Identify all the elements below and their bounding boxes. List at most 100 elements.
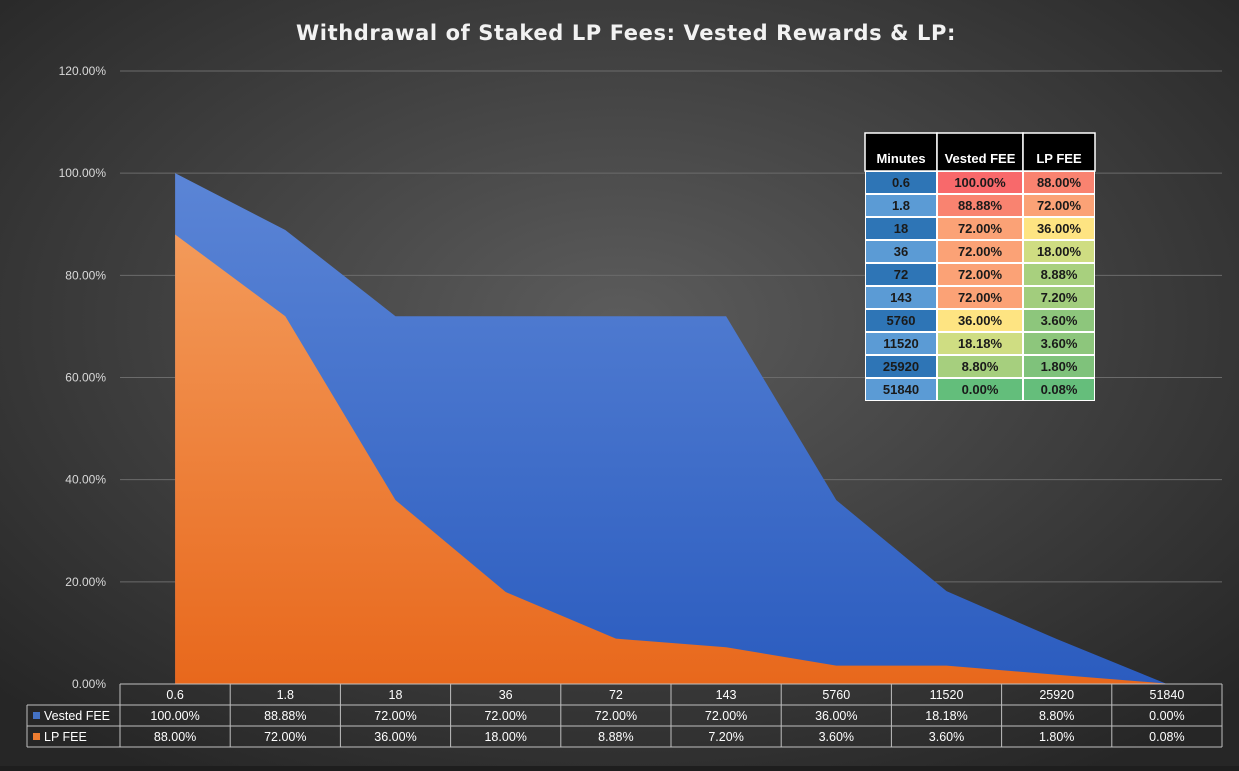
x-category-label: 36 (499, 688, 513, 702)
overlay-cell-value: 72.00% (1037, 198, 1082, 213)
overlay-cell-value: 88.88% (958, 198, 1003, 213)
overlay-cell-value: 36.00% (958, 313, 1003, 328)
overlay-header-label: Minutes (876, 151, 925, 166)
overlay-cell-value: 72 (894, 267, 908, 282)
data-label: 36.00% (374, 730, 416, 744)
data-label: 100.00% (150, 709, 199, 723)
overlay-cell (866, 264, 936, 285)
overlay-cell-value: 88.00% (1037, 175, 1082, 190)
chart-title: Withdrawal of Staked LP Fees: Vested Rew… (296, 21, 956, 45)
overlay-cell (938, 356, 1022, 377)
overlay-cell (938, 172, 1022, 193)
overlay-cell-value: 51840 (883, 382, 919, 397)
y-tick-label: 40.00% (65, 473, 106, 487)
overlay-cell (1024, 264, 1094, 285)
legend-key (33, 712, 40, 719)
overlay-header-label: Vested FEE (945, 151, 1016, 166)
data-label: 1.80% (1039, 730, 1074, 744)
overlay-cell (938, 310, 1022, 331)
overlay-cell (938, 264, 1022, 285)
legend-label: LP FEE (44, 730, 87, 744)
overlay-cell-value: 0.08% (1041, 382, 1078, 397)
overlay-cell-value: 72.00% (958, 290, 1003, 305)
data-label: 8.80% (1039, 709, 1074, 723)
data-label: 0.08% (1149, 730, 1184, 744)
x-category-label: 143 (716, 688, 737, 702)
overlay-cell-value: 143 (890, 290, 912, 305)
data-label: 72.00% (705, 709, 747, 723)
overlay-cell-value: 5760 (887, 313, 916, 328)
overlay-cell-value: 25920 (883, 359, 919, 374)
y-axis-ticks: 0.00% 20.00% 40.00% 60.00% 80.00% 100.00% 120.… (59, 64, 107, 691)
overlay-header-label: LP FEE (1036, 151, 1082, 166)
overlay-header-cell (936, 132, 1024, 172)
overlay-cell (1024, 379, 1094, 400)
x-category-label: 5760 (822, 688, 850, 702)
x-category-label: 11520 (930, 688, 964, 702)
overlay-cell (866, 218, 936, 239)
overlay-cell (866, 195, 936, 216)
overlay-cell-value: 7.20% (1041, 290, 1078, 305)
overlay-cell (1024, 287, 1094, 308)
overlay-cell-value: 3.60% (1041, 313, 1078, 328)
data-label: 36.00% (815, 709, 857, 723)
data-label: 7.20% (708, 730, 743, 744)
data-table: 0.6 1.8 18 36 72 143 5760 11520 25920 51840 Vested… (26, 683, 1223, 748)
overlay-cell (1024, 195, 1094, 216)
y-tick-label: 100.00% (59, 166, 107, 180)
legend-key (33, 733, 40, 740)
x-category-label: 72 (609, 688, 623, 702)
overlay-cell (866, 310, 936, 331)
overlay-cell-value: 0.6 (892, 175, 910, 190)
x-category-label: 51840 (1150, 688, 1185, 702)
overlay-header-cell (1022, 132, 1096, 172)
overlay-cell-value: 18.18% (958, 336, 1003, 351)
overlay-cell (866, 287, 936, 308)
overlay-cell-value: 3.60% (1041, 336, 1078, 351)
x-category-label: 18 (389, 688, 403, 702)
overlay-cell (866, 379, 936, 400)
overlay-cell (938, 195, 1022, 216)
data-label: 72.00% (264, 730, 306, 744)
y-tick-label: 60.00% (65, 371, 106, 385)
overlay-cell-value: 11520 (883, 336, 918, 351)
overlay-cell (1024, 310, 1094, 331)
y-tick-label: 80.00% (65, 268, 106, 282)
y-tick-label: 0.00% (72, 677, 106, 691)
overlay-cell (866, 356, 936, 377)
overlay-cell (938, 287, 1022, 308)
overlay-cell (866, 333, 936, 354)
overlay-cell (938, 241, 1022, 262)
data-label: 3.60% (819, 730, 854, 744)
y-tick-label: 20.00% (65, 575, 106, 589)
data-label: 72.00% (374, 709, 416, 723)
data-label: 88.88% (264, 709, 306, 723)
x-category-label: 0.6 (166, 688, 183, 702)
x-category-label: 25920 (1039, 688, 1074, 702)
data-label: 72.00% (595, 709, 637, 723)
overlay-cell-value: 1.80% (1041, 359, 1078, 374)
area-lp-fee (175, 234, 1167, 684)
data-label: 72.00% (484, 709, 526, 723)
overlay-cell (938, 333, 1022, 354)
overlay-cell-value: 36 (894, 244, 908, 259)
overlay-cell-value: 0.00% (962, 382, 999, 397)
overlay-cell-value: 18.00% (1037, 244, 1082, 259)
overlay-cell-value: 72.00% (958, 221, 1003, 236)
data-label: 0.00% (1149, 709, 1184, 723)
overlay-cell (1024, 241, 1094, 262)
overlay-cell-value: 8.80% (962, 359, 999, 374)
data-label: 3.60% (929, 730, 964, 744)
legend-label: Vested FEE (44, 709, 110, 723)
overlay-cell-value: 72.00% (958, 267, 1003, 282)
data-label: 18.00% (484, 730, 526, 744)
area-series (175, 173, 1167, 684)
overlay-cell (938, 218, 1022, 239)
overlay-cell (866, 172, 936, 193)
overlay-cell-value: 72.00% (958, 244, 1003, 259)
y-tick-label: 120.00% (59, 64, 107, 78)
x-category-label: 1.8 (277, 688, 294, 702)
overlay-cell (938, 379, 1022, 400)
overlay-cell (1024, 172, 1094, 193)
